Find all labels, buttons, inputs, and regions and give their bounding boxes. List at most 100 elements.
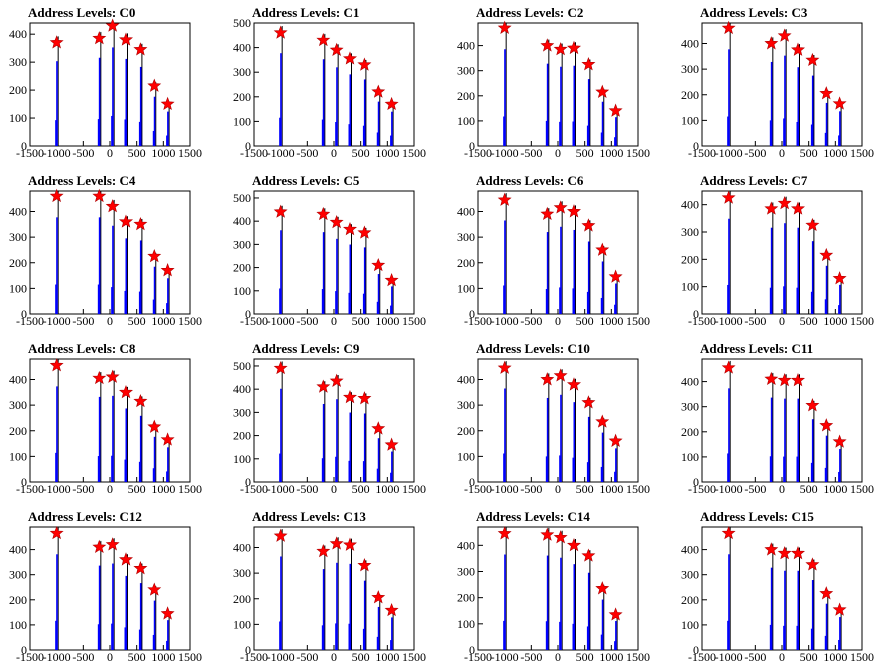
peak-star-marker xyxy=(777,372,792,387)
histogram-bar xyxy=(153,600,156,650)
y-tick-label: 200 xyxy=(681,252,699,266)
histogram-bar-base xyxy=(586,626,589,650)
histogram-bar xyxy=(280,556,282,650)
histogram-bar xyxy=(391,451,393,482)
y-tick-label: 200 xyxy=(9,593,27,607)
plot-frame xyxy=(701,22,863,147)
histogram-bar xyxy=(825,603,828,650)
x-tick-label: 1000 xyxy=(599,650,623,664)
peak-star-marker xyxy=(329,373,344,387)
x-tick-label: 1500 xyxy=(850,482,874,496)
peak-star-marker xyxy=(540,38,555,52)
peak-star-marker xyxy=(49,35,64,49)
histogram-bar-base xyxy=(600,132,603,146)
histogram-bar xyxy=(587,79,590,146)
histogram-bar-base xyxy=(376,132,379,146)
histogram-bar-base xyxy=(348,292,351,314)
histogram-bar-base xyxy=(152,299,155,314)
peak-star-marker xyxy=(721,20,736,35)
peak-star-marker xyxy=(567,537,581,552)
y-tick-label: 0 xyxy=(245,475,251,489)
peak-star-marker xyxy=(119,552,133,566)
histogram-bar-base xyxy=(810,462,813,482)
histogram-bar xyxy=(601,432,604,482)
histogram-bar-base xyxy=(55,620,57,650)
peak-star-marker xyxy=(92,539,107,553)
peak-star-marker xyxy=(791,42,805,56)
peak-star-marker xyxy=(357,558,372,572)
peak-star-marker xyxy=(371,84,386,98)
y-tick-label: 400 xyxy=(681,543,699,557)
histogram-bar-base xyxy=(152,468,155,482)
histogram-bar xyxy=(839,449,841,482)
histogram-bar-base xyxy=(559,621,561,650)
y-tick-label: 500 xyxy=(233,359,251,373)
histogram-plot: 0 100 200 300 400 -1500-1000 -500 0 500 1000 1500 xyxy=(681,20,874,160)
peak-star-marker xyxy=(357,57,372,71)
x-tick-label: 0 xyxy=(107,482,113,496)
histogram-bar xyxy=(797,67,800,146)
x-tick-label: -500 xyxy=(744,146,766,160)
peak-star-marker xyxy=(608,103,623,117)
panel-title: Address Levels: C13 xyxy=(252,509,366,524)
histogram-bar xyxy=(797,398,800,482)
histogram-bar xyxy=(811,580,814,650)
peak-star-marker xyxy=(273,528,288,542)
histogram-bar xyxy=(573,402,576,482)
histogram-bar xyxy=(336,67,338,146)
histogram-bar-base xyxy=(321,458,324,482)
histogram-bar xyxy=(280,388,282,482)
x-tick-label: 500 xyxy=(352,146,370,160)
histogram-bar xyxy=(811,75,814,146)
x-tick-label: -500 xyxy=(744,314,766,328)
x-tick-label: -1000 xyxy=(43,482,71,496)
histogram-bar-base xyxy=(376,301,379,314)
peak-star-marker xyxy=(384,272,399,287)
x-tick-label: 0 xyxy=(779,650,785,664)
x-tick-label: -500 xyxy=(296,650,318,664)
histogram-plot: 0 100 200 300 400 -1500-1000 -500 0 500 1000 1500 xyxy=(457,20,650,160)
histogram-bar xyxy=(615,621,617,650)
histogram-panel: Address Levels: C9 0 100 200 300 400 500 -1500-… xyxy=(224,336,448,504)
y-tick-label: 200 xyxy=(233,592,251,606)
peak-star-marker xyxy=(92,188,107,203)
x-tick-label: -1500 xyxy=(16,650,44,664)
x-tick-label: -1000 xyxy=(491,650,519,664)
y-tick-label: 200 xyxy=(233,429,251,443)
x-tick-label: -500 xyxy=(520,314,542,328)
peak-star-marker xyxy=(608,607,623,621)
histogram-bar xyxy=(167,111,169,146)
x-tick-label: 500 xyxy=(800,482,818,496)
peak-star-marker xyxy=(608,269,623,283)
y-tick-label: 0 xyxy=(693,307,699,321)
peak-star-marker xyxy=(147,248,162,263)
histogram-bar xyxy=(167,447,169,482)
y-tick-label: 0 xyxy=(245,307,251,321)
x-tick-label: -500 xyxy=(744,482,766,496)
histogram-bar-base xyxy=(376,468,379,482)
peak-star-marker xyxy=(329,536,344,550)
x-tick-label: -1500 xyxy=(688,482,716,496)
histogram-bar-base xyxy=(796,456,799,482)
y-tick-label: 100 xyxy=(233,114,251,128)
y-tick-label: 300 xyxy=(681,568,699,582)
histogram-bar xyxy=(504,49,506,147)
histogram-bar-base xyxy=(586,462,589,482)
histogram-bar xyxy=(377,274,380,314)
histogram-bar-base xyxy=(321,625,324,650)
peak-star-marker xyxy=(819,86,834,100)
x-tick-label: 1000 xyxy=(375,482,399,496)
peak-star-marker xyxy=(343,51,357,65)
x-tick-label: 0 xyxy=(555,146,561,160)
peak-star-marker xyxy=(832,602,847,616)
panel-title: Address Levels: C14 xyxy=(476,509,590,524)
x-tick-label: 500 xyxy=(128,482,146,496)
y-tick-label: 0 xyxy=(693,475,699,489)
histogram-bar-base xyxy=(559,287,561,314)
histogram-plot: 0 100 200 300 400 -1500-1000 -500 0 500 1000 1500 xyxy=(681,525,874,664)
x-tick-label: -1500 xyxy=(464,146,492,160)
peak-star-marker xyxy=(832,96,847,110)
x-tick-label: 1500 xyxy=(626,650,650,664)
histogram-bar xyxy=(587,416,590,482)
x-tick-label: -1500 xyxy=(16,314,44,328)
